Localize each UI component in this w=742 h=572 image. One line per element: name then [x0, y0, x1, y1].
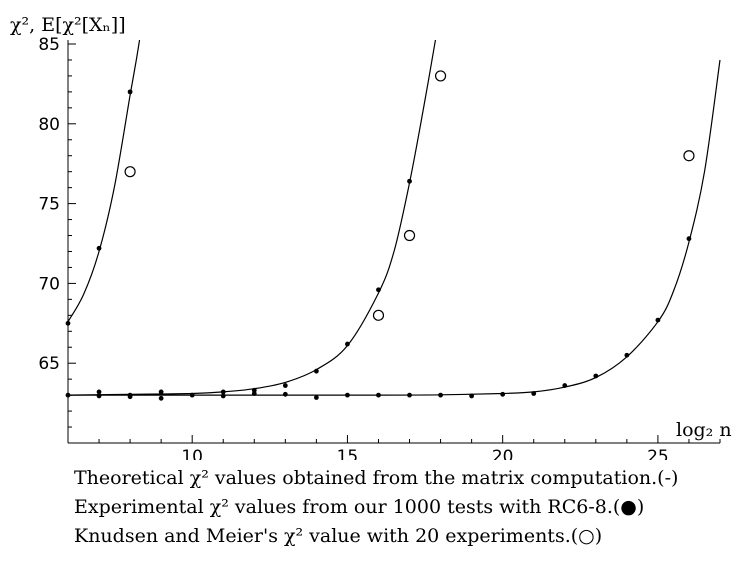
knudsen-meier-point: [372, 309, 385, 321]
knudsen-meier-point: [683, 150, 695, 162]
experimental-point: [562, 383, 568, 388]
y-tick-label: 75: [38, 195, 60, 215]
knudsen-meier-point: [124, 166, 136, 178]
x-tick-label: 20: [492, 447, 514, 460]
experimental-point: [469, 393, 475, 399]
experimental-point: [220, 389, 226, 395]
experimental-point: [438, 392, 443, 398]
experimental-points: [65, 89, 692, 401]
experimental-point: [65, 320, 71, 326]
experimental-point: [686, 236, 692, 242]
y-tick-label: 80: [38, 115, 60, 135]
caption-line-theoretical: Theoretical χ² values obtained from the …: [74, 467, 679, 489]
experimental-point: [189, 392, 195, 398]
theoretical-curves: [68, 40, 721, 396]
experimental-point: [282, 391, 288, 397]
experimental-point: [313, 395, 319, 400]
experimental-point: [376, 287, 381, 293]
knudsen-meier-point: [403, 229, 416, 242]
experimental-point: [220, 393, 226, 399]
experimental-point: [376, 392, 381, 398]
x-tick-label: 10: [181, 447, 203, 460]
chart-area: 10 15 20 25 65 70 75 80 85 χ², E[χ²[Xₙ]] log₂ n: [10, 14, 732, 460]
experimental-point: [96, 389, 102, 395]
caption-line-knudsen-meier: Knudsen and Meier's χ² value with 20 exp…: [74, 525, 603, 547]
experimental-point: [127, 89, 133, 95]
theoretical-curve-3: [68, 59, 721, 396]
y-tick-label: 70: [38, 274, 60, 294]
experimental-point: [282, 383, 288, 388]
experimental-point: [96, 393, 102, 399]
knudsen-meier-points: [124, 70, 695, 321]
experimental-point: [531, 391, 537, 396]
caption-line-experimental: Experimental χ² values from our 1000 tes…: [74, 496, 645, 518]
experimental-point: [158, 395, 164, 401]
experimental-point: [65, 392, 71, 398]
knudsen-meier-point: [434, 70, 447, 82]
x-axis-label: log₂ n: [676, 419, 732, 441]
y-tick-label: 65: [38, 354, 60, 374]
experimental-point: [624, 352, 630, 358]
theoretical-curve-2: [68, 40, 437, 396]
experimental-point: [345, 392, 350, 398]
experimental-point: [127, 394, 133, 400]
axes: 10 15 20 25 65 70 75 80 85: [38, 35, 721, 460]
experimental-point: [158, 389, 164, 395]
experimental-point: [345, 341, 350, 347]
experimental-point: [500, 391, 506, 397]
experimental-point: [407, 392, 412, 398]
y-axis-label: χ², E[χ²[Xₙ]]: [10, 14, 126, 36]
x-tick-label: 25: [647, 447, 669, 460]
figure-caption: Theoretical χ² values obtained from the …: [74, 464, 742, 551]
x-tick-label: 15: [337, 447, 359, 460]
y-tick-label: 85: [38, 35, 60, 55]
experimental-point: [407, 178, 412, 184]
experimental-point: [251, 391, 257, 396]
experimental-point: [96, 245, 102, 251]
experimental-point: [593, 373, 599, 379]
theoretical-curve-1: [68, 40, 141, 323]
experimental-point: [655, 317, 661, 323]
experimental-point: [313, 368, 319, 374]
